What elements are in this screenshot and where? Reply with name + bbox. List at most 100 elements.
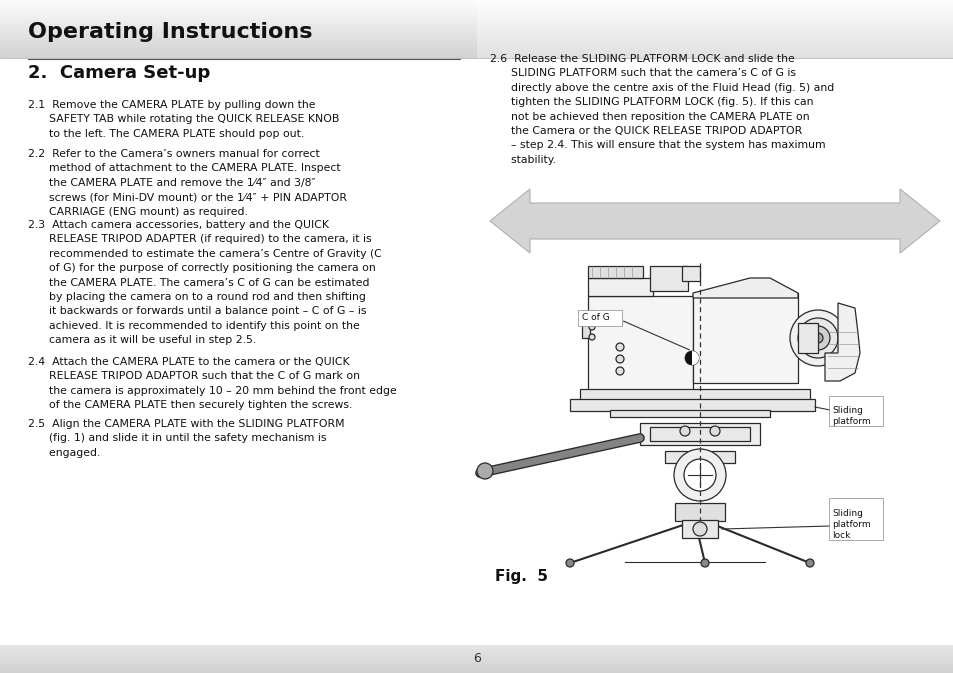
Bar: [675, 503, 724, 521]
Circle shape: [616, 355, 623, 363]
Bar: [476, 31, 953, 32]
Bar: [0, 40, 476, 41]
Bar: [476, 39, 953, 40]
Bar: [476, 9, 953, 10]
Bar: [476, 30, 953, 31]
Bar: [476, 42, 953, 43]
Bar: [649, 427, 749, 441]
Bar: [0, 24, 476, 25]
Bar: [0, 671, 953, 672]
Bar: [0, 52, 476, 53]
Bar: [476, 36, 953, 37]
Circle shape: [797, 318, 837, 358]
Bar: [581, 313, 589, 338]
Text: 2.5  Align the CAMERA PLATE with the SLIDING PLATFORM
      (fig. 1) and slide i: 2.5 Align the CAMERA PLATE with the SLID…: [28, 419, 344, 458]
Bar: [476, 33, 953, 34]
Bar: [476, 47, 953, 48]
Bar: [476, 2, 953, 3]
Bar: [0, 30, 476, 31]
Bar: [681, 520, 718, 538]
Bar: [0, 672, 953, 673]
Bar: [476, 19, 953, 20]
Bar: [476, 41, 953, 42]
Circle shape: [616, 343, 623, 351]
Circle shape: [684, 351, 699, 365]
Bar: [476, 14, 953, 15]
Bar: [569, 399, 814, 411]
FancyBboxPatch shape: [828, 396, 882, 426]
Bar: [476, 13, 953, 14]
Bar: [692, 293, 797, 383]
Bar: [0, 669, 953, 670]
Bar: [476, 12, 953, 13]
Bar: [587, 296, 692, 391]
Text: Sliding
platform: Sliding platform: [831, 406, 870, 426]
Bar: [0, 646, 953, 647]
Bar: [0, 56, 476, 57]
Polygon shape: [490, 189, 939, 253]
Circle shape: [692, 522, 706, 536]
Circle shape: [679, 426, 689, 436]
Bar: [476, 57, 953, 58]
Bar: [579, 389, 809, 401]
Bar: [0, 649, 953, 650]
Bar: [476, 40, 953, 41]
Bar: [0, 44, 476, 45]
Bar: [476, 3, 953, 4]
Circle shape: [683, 459, 716, 491]
Bar: [476, 24, 953, 25]
FancyBboxPatch shape: [578, 310, 621, 326]
Bar: [0, 666, 953, 667]
Bar: [0, 21, 476, 22]
Text: Operating Instructions: Operating Instructions: [28, 22, 313, 42]
Bar: [476, 23, 953, 24]
Bar: [0, 47, 476, 48]
Bar: [476, 16, 953, 17]
Circle shape: [805, 326, 829, 350]
Bar: [0, 17, 476, 18]
Bar: [0, 16, 476, 17]
Bar: [0, 6, 476, 7]
Bar: [0, 661, 953, 662]
Bar: [0, 0, 476, 1]
Bar: [0, 29, 476, 30]
Bar: [476, 25, 953, 26]
Bar: [0, 50, 476, 51]
Bar: [649, 266, 687, 291]
Bar: [476, 56, 953, 57]
Bar: [0, 32, 476, 33]
Bar: [476, 43, 953, 44]
Bar: [0, 15, 476, 16]
Bar: [476, 6, 953, 7]
Bar: [476, 32, 953, 33]
Bar: [0, 20, 476, 21]
Bar: [0, 45, 476, 46]
Bar: [681, 266, 700, 281]
Bar: [0, 43, 476, 44]
Bar: [476, 48, 953, 49]
Bar: [609, 410, 769, 417]
Bar: [0, 36, 476, 37]
Circle shape: [588, 334, 595, 340]
Bar: [476, 44, 953, 45]
Bar: [0, 655, 953, 656]
Bar: [0, 645, 953, 646]
Bar: [476, 38, 953, 39]
Bar: [476, 27, 953, 28]
Circle shape: [565, 559, 574, 567]
Text: 6: 6: [473, 653, 480, 666]
Polygon shape: [692, 278, 797, 298]
Bar: [0, 34, 476, 35]
Circle shape: [588, 324, 595, 330]
Circle shape: [709, 426, 720, 436]
Circle shape: [616, 367, 623, 375]
Bar: [0, 654, 953, 655]
Bar: [0, 23, 476, 24]
Bar: [476, 53, 953, 54]
Bar: [476, 54, 953, 55]
Text: 2.2  Refer to the Camera’s owners manual for correct
      method of attachment : 2.2 Refer to the Camera’s owners manual …: [28, 149, 347, 217]
Bar: [0, 647, 953, 648]
Circle shape: [476, 463, 493, 479]
Text: 2.1  Remove the CAMERA PLATE by pulling down the
      SAFETY TAB while rotating: 2.1 Remove the CAMERA PLATE by pulling d…: [28, 100, 339, 139]
Bar: [476, 28, 953, 29]
